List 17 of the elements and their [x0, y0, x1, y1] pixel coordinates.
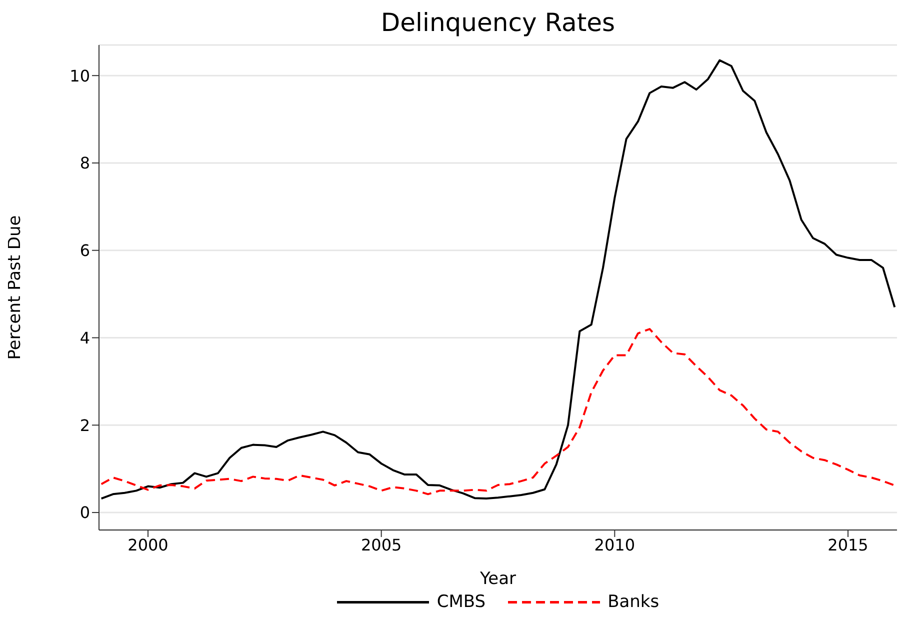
x-tick-label: 2010: [594, 535, 636, 554]
line-series: [100, 59, 896, 500]
x-axis-title: Year: [479, 569, 516, 589]
x-tick-label: 2005: [360, 535, 402, 554]
y-tick-label: 10: [70, 66, 90, 86]
y-tick-label: 0: [80, 503, 90, 522]
y-tick-label: 6: [80, 241, 90, 260]
chart-title: Delinquency Rates: [380, 8, 616, 37]
legend-label: Banks: [608, 592, 660, 612]
y-tick-label: 4: [80, 328, 90, 348]
line-series: [100, 328, 896, 496]
y-tick-label: 2: [80, 416, 90, 435]
x-tick-label: 2015: [828, 535, 868, 554]
y-tick-label: 8: [80, 154, 90, 173]
legend-label: CMBS: [436, 592, 486, 612]
x-tick-label: 2000: [128, 535, 168, 554]
y-axis-title: Percent Past Due: [5, 215, 26, 360]
